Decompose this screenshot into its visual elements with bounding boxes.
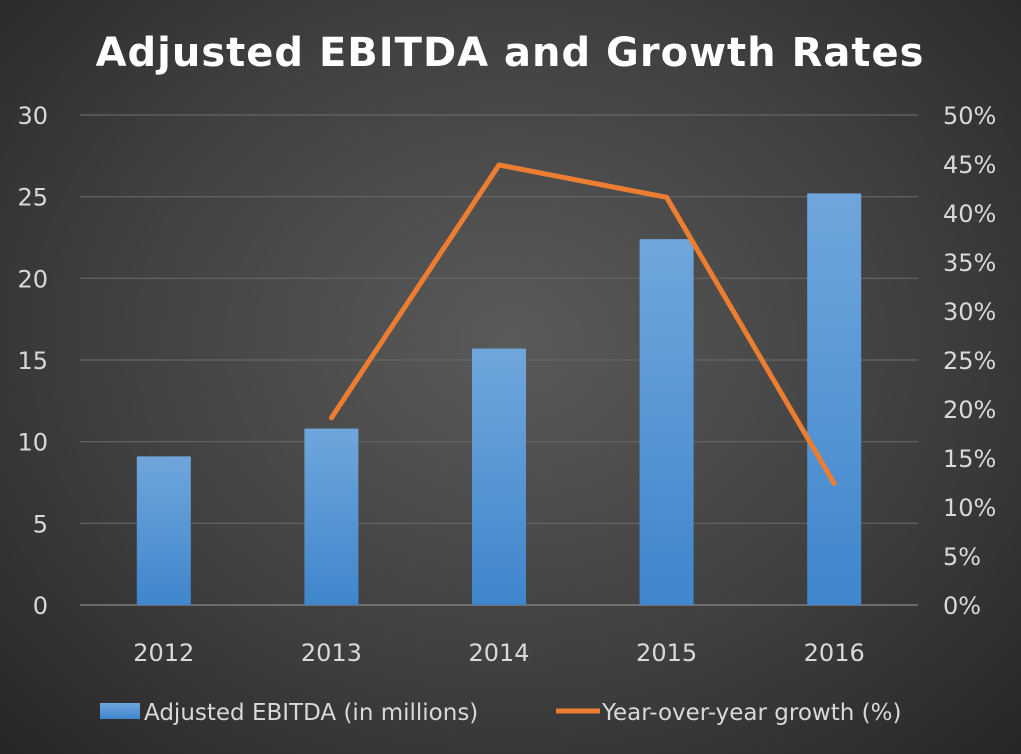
growth-line [328,162,837,486]
right-axis-tick: 0% [943,592,981,620]
legend-line-label: Year-over-year growth (%) [601,700,901,726]
x-axis-tick: 2016 [804,639,865,667]
chart-title: Adjusted EBITDA and Growth Rates [96,30,925,76]
legend-bar-swatch [100,703,140,719]
right-axis-tick: 35% [943,249,996,277]
right-axis-tick: 30% [943,298,996,326]
left-axis-tick: 0 [33,592,48,620]
x-axis-tick: 2014 [468,639,529,667]
left-axis-tick: 20 [17,265,48,293]
bar-2012 [136,456,191,605]
right-axis-tick: 45% [943,151,996,179]
bar-2014 [472,348,526,605]
x-axis-tick: 2012 [133,639,194,667]
right-axis-tick: 20% [943,396,996,424]
right-axis-tick: 40% [943,200,996,228]
x-axis-tick: 2015 [636,639,697,667]
left-axis-tick: 10 [17,429,48,457]
left-axis-tick: 5 [33,510,48,538]
right-axis-tick: 5% [943,543,981,571]
right-axis-tick: 25% [943,347,996,375]
legend: Adjusted EBITDA (in millions) Year-over-… [100,700,901,726]
left-axis-tick: 25 [17,184,48,212]
right-axis-tick: 15% [943,445,996,473]
x-axis-tick: 2013 [301,639,362,667]
left-axis-tick: 30 [17,102,48,130]
bar-2013 [304,428,359,605]
right-axis-tick: 50% [943,102,996,130]
bar-2015 [639,239,694,605]
bar-2016 [807,193,862,605]
legend-bar-label: Adjusted EBITDA (in millions) [144,700,478,726]
left-axis-tick: 15 [17,347,48,375]
right-axis-tick: 10% [943,494,996,522]
